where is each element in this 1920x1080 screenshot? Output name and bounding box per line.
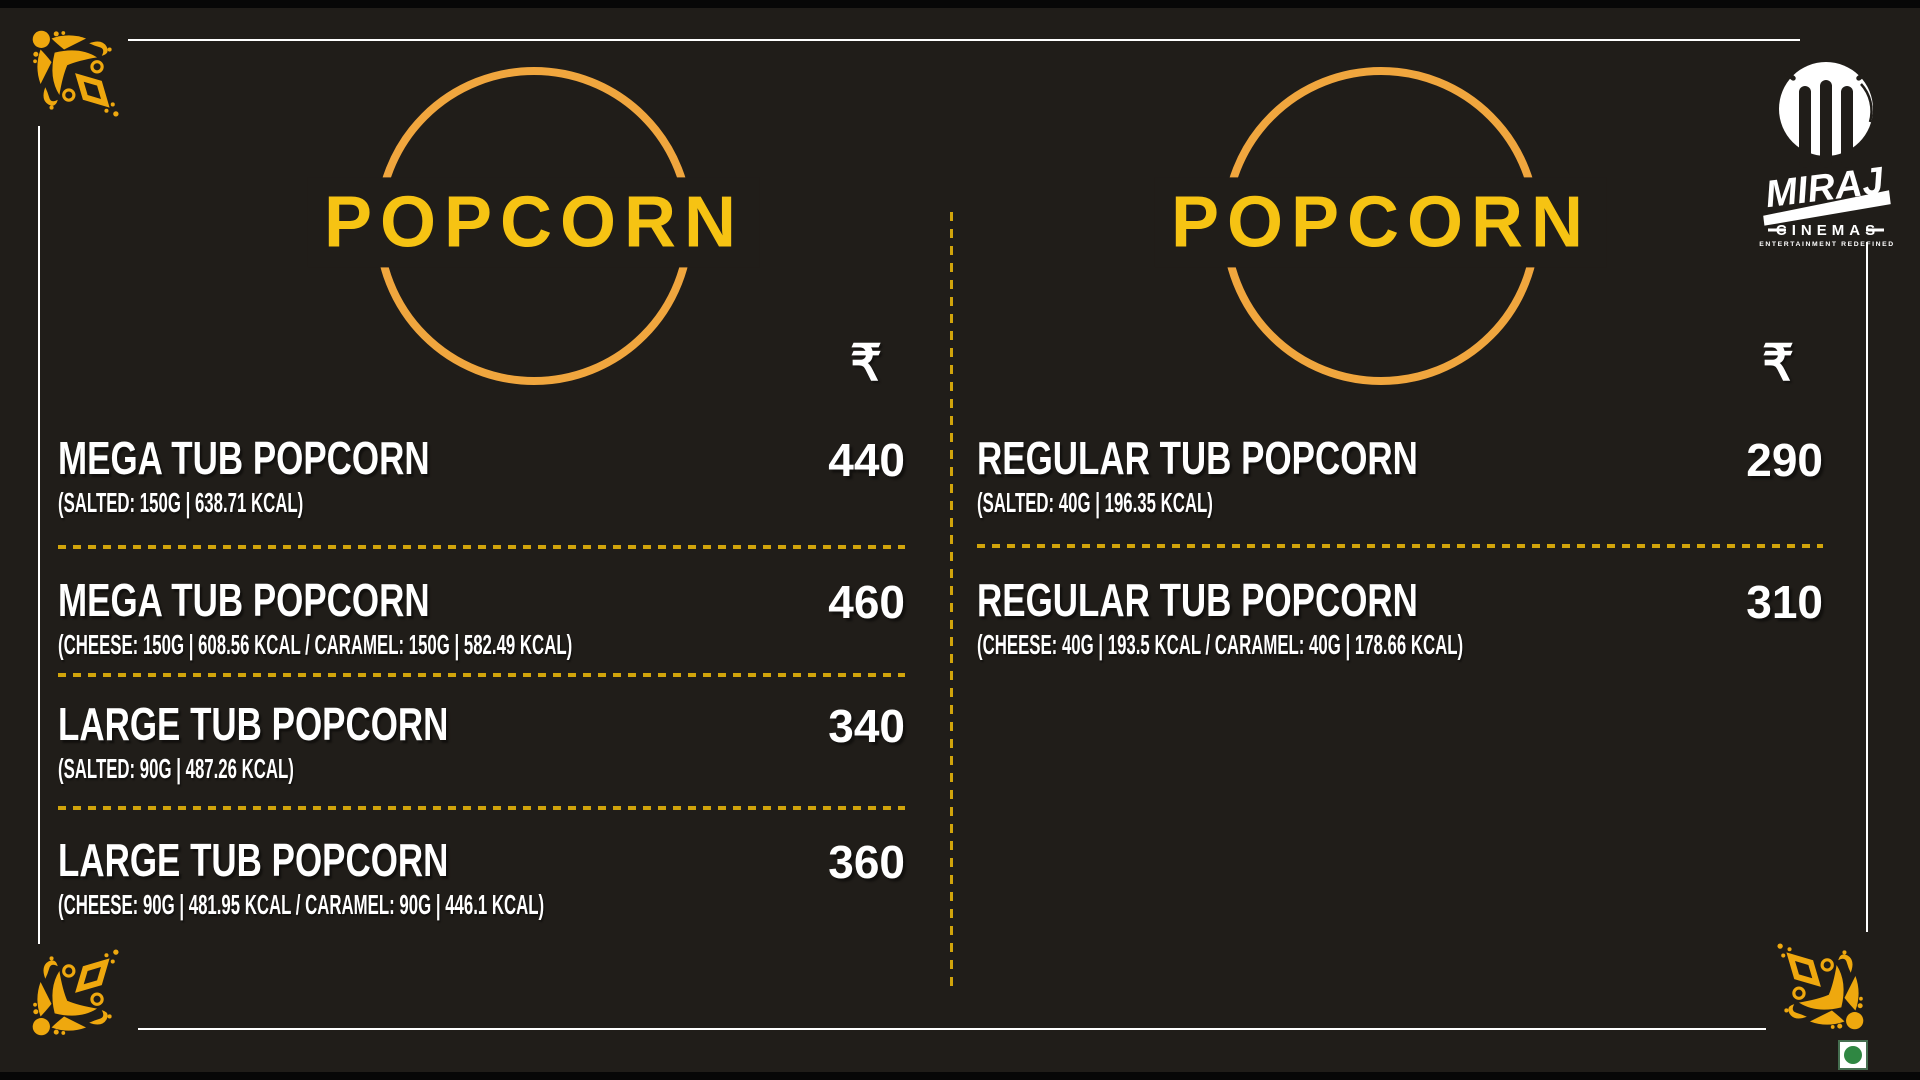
veg-dot [1844, 1046, 1862, 1064]
item-divider [58, 806, 905, 810]
section-title-left: POPCORN [307, 177, 761, 268]
menu-item: REGULAR TUB POPCORN (SALTED: 40G | 196.3… [977, 433, 1823, 519]
item-title: LARGE TUB POPCORN [58, 698, 449, 750]
item-title: MEGA TUB POPCORN [58, 432, 430, 484]
item-details: (CHEESE: 40G | 193.5 KCAL / CARAMEL: 40G… [977, 629, 1464, 660]
letterbox-bar [0, 0, 1920, 8]
corner-flourish-icon [32, 949, 119, 1036]
corner-flourish-icon [32, 30, 119, 117]
item-divider [58, 673, 905, 677]
item-price: 440 [828, 434, 905, 486]
column-divider [950, 212, 953, 992]
item-price: 360 [828, 836, 905, 888]
currency-symbol: ₹ [1762, 335, 1794, 391]
item-divider [58, 545, 905, 549]
item-price: 460 [828, 576, 905, 628]
menu-item: REGULAR TUB POPCORN (CHEESE: 40G | 193.5… [977, 575, 1823, 661]
item-details: (SALTED: 40G | 196.35 KCAL) [977, 487, 1213, 518]
currency-symbol: ₹ [850, 335, 882, 391]
item-title: MEGA TUB POPCORN [58, 574, 430, 626]
menu-item: MEGA TUB POPCORN (SALTED: 150G | 638.71 … [58, 433, 905, 519]
brand-tagline: ENTERTAINMENT REDEFINED [1759, 241, 1895, 248]
letterbox-bar [0, 1072, 1920, 1080]
frame-left [38, 126, 40, 944]
menu-column-right: REGULAR TUB POPCORN (SALTED: 40G | 196.3… [977, 0, 1823, 1080]
section-title-right: POPCORN [1154, 177, 1608, 268]
item-title: REGULAR TUB POPCORN [977, 432, 1418, 484]
item-details: (SALTED: 90G | 487.26 KCAL) [58, 753, 294, 784]
item-details: (CHEESE: 90G | 481.95 KCAL / CARAMEL: 90… [58, 889, 545, 920]
item-price: 340 [828, 700, 905, 752]
veg-mark-icon [1838, 1040, 1868, 1070]
corner-flourish-icon [1777, 943, 1864, 1030]
item-price: 310 [1746, 576, 1823, 628]
item-divider [977, 544, 1823, 548]
frame-bottom [138, 1028, 1766, 1030]
brand-logo: MIRAJ CINEMAS ENTERTAINMENT REDEFINED [1759, 62, 1895, 248]
item-title: LARGE TUB POPCORN [58, 834, 449, 886]
frame-right [1866, 242, 1868, 932]
menu-item: LARGE TUB POPCORN (SALTED: 90G | 487.26 … [58, 699, 905, 785]
menu-item: LARGE TUB POPCORN (CHEESE: 90G | 481.95 … [58, 835, 905, 921]
menu-item: MEGA TUB POPCORN (CHEESE: 150G | 608.56 … [58, 575, 905, 661]
item-price: 290 [1746, 434, 1823, 486]
item-details: (SALTED: 150G | 638.71 KCAL) [58, 487, 304, 518]
brand-sub: CINEMAS [1776, 222, 1880, 239]
item-details: (CHEESE: 150G | 608.56 KCAL / CARAMEL: 1… [58, 629, 573, 660]
item-title: REGULAR TUB POPCORN [977, 574, 1418, 626]
menu-column-left: MEGA TUB POPCORN (SALTED: 150G | 638.71 … [58, 0, 905, 1080]
frame-top [128, 39, 1800, 41]
